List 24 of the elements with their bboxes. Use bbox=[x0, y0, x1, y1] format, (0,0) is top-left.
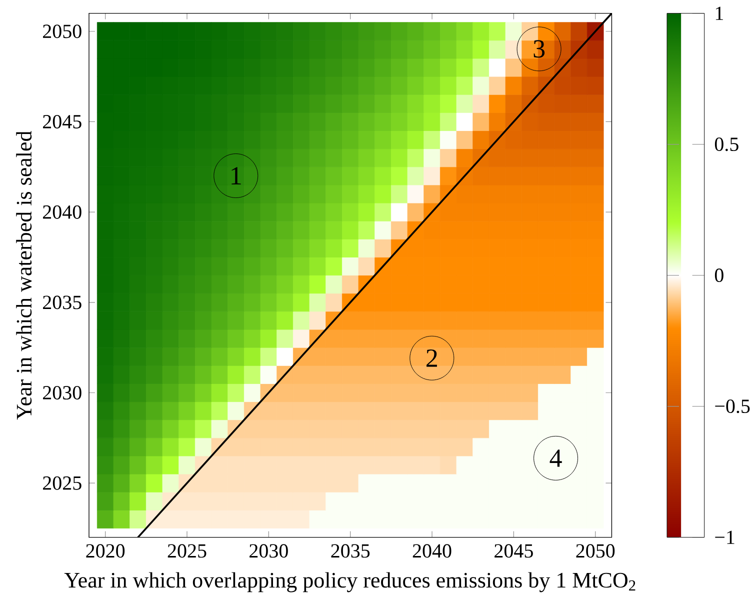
x-tick-label: 2025 bbox=[168, 544, 206, 558]
x-tick-label: 2040 bbox=[412, 544, 452, 558]
color-bar-label: 1 bbox=[716, 6, 723, 20]
y-tick-label: 2030 bbox=[43, 386, 82, 400]
x-tick-label: 2050 bbox=[576, 544, 615, 558]
y-tick-label: 2040 bbox=[43, 205, 82, 219]
color-bar-label: −0.5 bbox=[715, 400, 750, 414]
y-tick-label: 2050 bbox=[43, 24, 82, 38]
color-bar-label: 0.5 bbox=[714, 138, 738, 152]
color-bar-label: 0 bbox=[714, 268, 724, 282]
annotation: 3 bbox=[534, 40, 545, 58]
x-tick-label: 2030 bbox=[250, 544, 288, 558]
color-bar-label: −1 bbox=[715, 530, 734, 544]
y-tick-label: 2035 bbox=[43, 296, 82, 310]
y-tick-label: 2025 bbox=[43, 476, 82, 490]
annotation: 4 bbox=[550, 450, 562, 467]
annotation: 1 bbox=[232, 167, 241, 184]
annotation: 2 bbox=[426, 349, 437, 367]
x-tick-label: 2020 bbox=[86, 544, 125, 558]
y-axis-title: Year in which waterbed is sealed bbox=[16, 130, 32, 420]
x-tick-label: 2035 bbox=[331, 544, 370, 558]
x-axis-title: Year in which overlapping policy reduces emissions by 1 MtCO$_{2}$ bbox=[64, 572, 636, 592]
x-tick-label: 2045 bbox=[494, 544, 533, 558]
y-tick-label: 2045 bbox=[43, 114, 82, 128]
